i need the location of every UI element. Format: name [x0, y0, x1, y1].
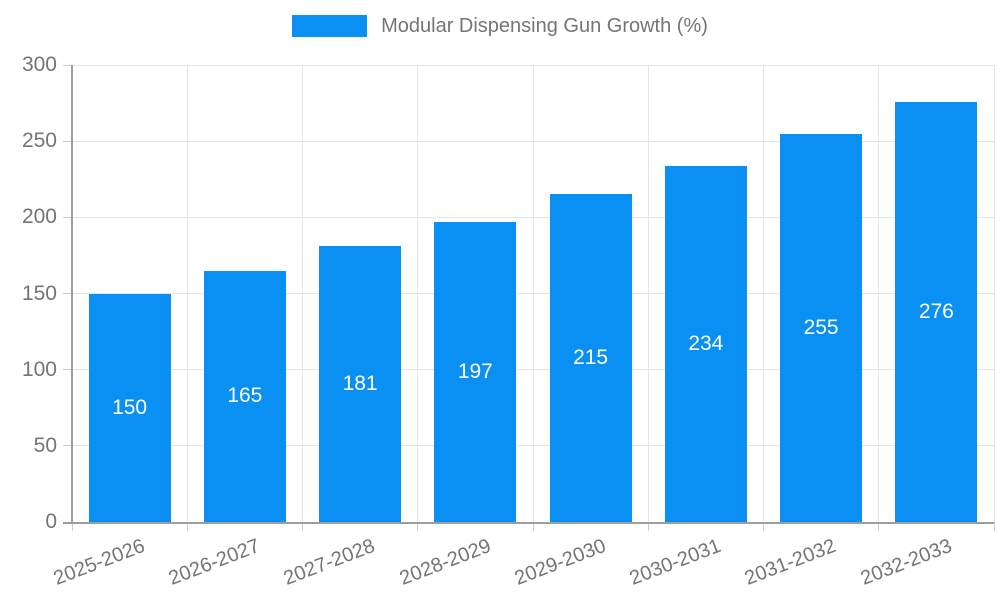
bar-value-label: 181 [342, 372, 378, 396]
x-tick [302, 522, 303, 531]
x-tick [763, 522, 764, 531]
x-gridline [993, 65, 995, 522]
x-axis-tick-label: 2026-2027 [165, 534, 264, 590]
x-axis-tick-label: 2031-2032 [742, 534, 840, 590]
x-gridline [647, 65, 649, 522]
bar-value-label: 234 [688, 331, 724, 355]
x-tick [417, 522, 419, 531]
bar-value-label: 215 [573, 346, 609, 370]
y-tick [63, 445, 72, 447]
x-tick [647, 522, 649, 531]
y-axis-tick-label: 100 [21, 357, 57, 381]
x-gridline [186, 65, 188, 522]
x-axis-tick-label: 2025-2026 [50, 534, 148, 590]
bar[interactable]: 215 [549, 194, 632, 522]
y-axis-tick-label: 300 [21, 53, 57, 76]
x-axis-tick-label: 2032-2033 [857, 534, 955, 590]
y-tick [63, 64, 72, 66]
x-tick [532, 522, 534, 531]
x-gridline [417, 65, 419, 522]
x-axis-line [63, 522, 994, 524]
y-tick [63, 369, 72, 371]
y-axis-tick-label: 250 [21, 129, 57, 153]
x-gridline [302, 65, 303, 522]
bar[interactable]: 181 [319, 246, 402, 522]
y-tick [63, 216, 72, 218]
legend-swatch-icon[interactable] [292, 15, 368, 37]
x-axis-tick-label: 2030-2031 [626, 534, 725, 590]
y-axis-tick-label: 50 [33, 433, 57, 457]
y-axis-line [71, 65, 73, 522]
bar[interactable]: 255 [780, 133, 863, 522]
x-tick [71, 522, 73, 531]
x-gridline [532, 65, 534, 522]
bar[interactable]: 276 [895, 101, 978, 522]
x-axis-tick-label: 2029-2030 [511, 534, 609, 590]
y-axis-tick-label: 150 [21, 281, 57, 305]
bar[interactable]: 150 [88, 293, 171, 522]
y-axis-tick-label: 0 [45, 510, 57, 533]
bar-value-label: 150 [112, 395, 148, 419]
bar-value-label: 165 [227, 384, 263, 408]
x-axis-tick-label: 2027-2028 [281, 534, 379, 590]
y-axis-tick-label: 200 [21, 205, 57, 229]
y-tick [63, 293, 72, 294]
y-tick [63, 140, 72, 142]
bar[interactable]: 197 [434, 221, 517, 522]
x-axis-tick-label: 2028-2029 [396, 534, 494, 590]
x-gridline [878, 65, 880, 522]
bar[interactable]: 165 [203, 270, 286, 522]
x-tick [186, 522, 188, 531]
bar-value-label: 255 [803, 315, 839, 339]
plot-area: 0 50 100 150 200 250 300 150 2025-2026 165 2026-20… [22, 53, 995, 590]
bar-value-label: 276 [918, 299, 954, 323]
bar-value-label: 197 [457, 359, 493, 383]
bar[interactable]: 234 [664, 165, 747, 522]
x-tick [993, 522, 995, 531]
legend-label: Modular Dispensing Gun Growth (%) [381, 15, 708, 37]
x-gridline [763, 65, 764, 522]
x-tick [878, 522, 880, 531]
legend[interactable]: Modular Dispensing Gun Growth (%) [0, 14, 1000, 38]
